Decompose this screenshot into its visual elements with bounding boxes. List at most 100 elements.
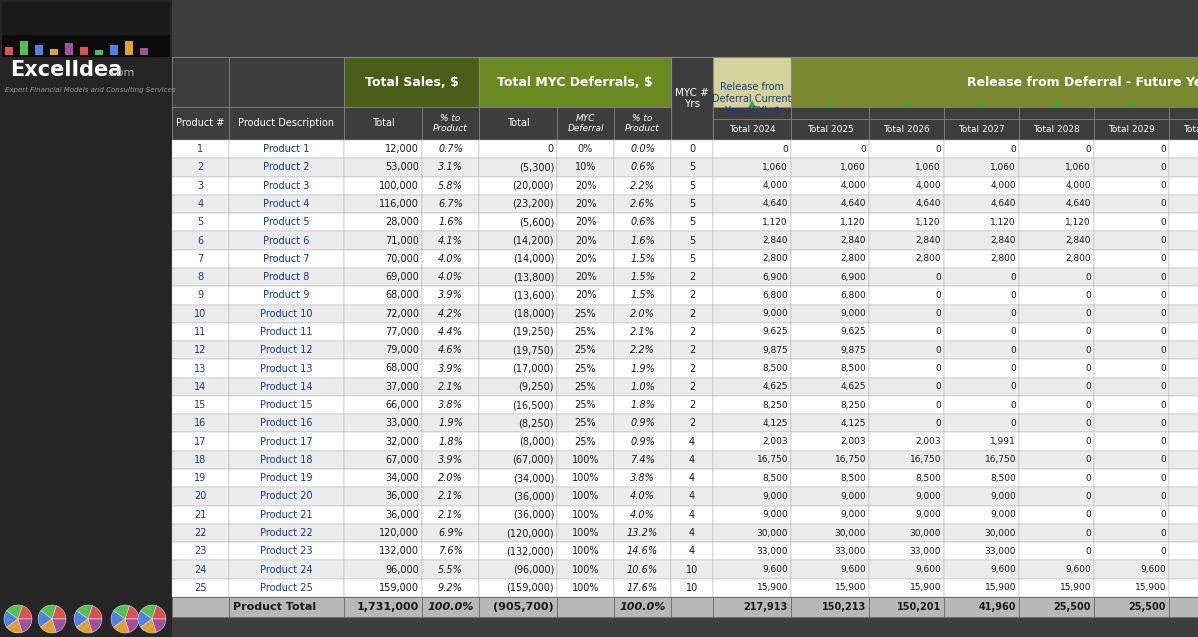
Bar (1019, 286, 1094, 304)
Text: 2: 2 (689, 382, 695, 392)
Text: 20%: 20% (575, 290, 597, 301)
Bar (479, 286, 557, 304)
Text: 0: 0 (936, 419, 940, 428)
Bar (615, 250, 671, 268)
Bar (557, 396, 615, 414)
Bar (479, 158, 557, 176)
Text: 4: 4 (198, 199, 204, 209)
Bar (1019, 396, 1094, 414)
Text: 5: 5 (689, 254, 695, 264)
Bar (344, 487, 422, 506)
Text: 15,900: 15,900 (909, 583, 940, 592)
Bar (671, 304, 713, 323)
Text: 9,000: 9,000 (762, 510, 788, 519)
Bar (422, 579, 479, 597)
Text: 217,913: 217,913 (744, 602, 788, 612)
Text: 0: 0 (1160, 382, 1166, 391)
Bar (791, 597, 869, 617)
Bar (344, 433, 422, 451)
Bar (173, 506, 229, 524)
Text: 4: 4 (689, 547, 695, 556)
Text: 2,003: 2,003 (840, 437, 866, 446)
Text: 8,250: 8,250 (840, 401, 866, 410)
Text: 1,120: 1,120 (915, 218, 940, 227)
Bar (1169, 414, 1198, 433)
Bar (615, 396, 671, 414)
Text: 15: 15 (194, 400, 207, 410)
Text: 4.0%: 4.0% (438, 254, 462, 264)
Bar (1169, 268, 1198, 286)
Bar (791, 524, 869, 542)
Text: 1.5%: 1.5% (630, 272, 655, 282)
Bar (1169, 140, 1198, 158)
Bar (173, 597, 229, 617)
Bar (713, 561, 791, 579)
Text: 15,900: 15,900 (985, 583, 1016, 592)
Text: 4,640: 4,640 (841, 199, 866, 208)
Bar (791, 396, 869, 414)
Text: 0: 0 (1160, 419, 1166, 428)
Text: 16,750: 16,750 (835, 455, 866, 464)
Text: Product 8: Product 8 (264, 272, 310, 282)
Bar (671, 414, 713, 433)
Text: 0: 0 (1085, 309, 1091, 318)
Bar (422, 487, 479, 506)
Bar (944, 542, 1019, 561)
Text: 2,800: 2,800 (762, 254, 788, 263)
Bar (1094, 119, 1169, 140)
Bar (869, 176, 944, 195)
Bar (173, 195, 229, 213)
Bar (173, 176, 229, 195)
Text: Total 2024: Total 2024 (728, 125, 775, 134)
Polygon shape (74, 611, 87, 627)
Bar (791, 268, 869, 286)
Text: 3.9%: 3.9% (438, 290, 462, 301)
Bar (229, 579, 344, 597)
Bar (671, 158, 713, 176)
Bar (1169, 506, 1198, 524)
Text: 2.1%: 2.1% (438, 510, 462, 520)
Text: Product 10: Product 10 (260, 309, 313, 318)
Text: 0: 0 (1085, 346, 1091, 355)
Text: 30,000: 30,000 (985, 529, 1016, 538)
Bar (229, 57, 344, 107)
Bar (422, 176, 479, 195)
Text: 0: 0 (1160, 455, 1166, 464)
Text: 6,800: 6,800 (762, 291, 788, 300)
Bar (944, 176, 1019, 195)
Text: 2.1%: 2.1% (438, 382, 462, 392)
Text: 2.1%: 2.1% (438, 492, 462, 501)
Text: 12,000: 12,000 (385, 144, 419, 154)
Text: 0: 0 (936, 382, 940, 391)
Text: 96,000: 96,000 (386, 564, 419, 575)
Text: (159,000): (159,000) (507, 583, 553, 593)
Text: 4: 4 (689, 510, 695, 520)
Text: 17.6%: 17.6% (627, 583, 658, 593)
Text: 6.7%: 6.7% (438, 199, 462, 209)
Text: 0: 0 (1085, 510, 1091, 519)
Bar (713, 195, 791, 213)
Text: 53,000: 53,000 (385, 162, 419, 173)
Text: Product Total: Product Total (232, 602, 316, 612)
Text: 10: 10 (194, 309, 206, 318)
Polygon shape (114, 619, 129, 633)
Text: 0: 0 (936, 291, 940, 300)
Text: 25%: 25% (575, 436, 597, 447)
Text: Total 2025: Total 2025 (806, 125, 853, 134)
Bar (229, 414, 344, 433)
Text: Total 2027: Total 2027 (958, 125, 1005, 134)
Bar (1169, 433, 1198, 451)
Bar (173, 268, 229, 286)
Bar (422, 396, 479, 414)
Text: 9,000: 9,000 (915, 510, 940, 519)
Bar (557, 286, 615, 304)
Bar (344, 341, 422, 359)
Text: 25%: 25% (575, 364, 597, 373)
Bar (229, 524, 344, 542)
Bar (1094, 176, 1169, 195)
Bar (1169, 597, 1198, 617)
Bar (671, 286, 713, 304)
Polygon shape (1126, 100, 1137, 110)
Bar (1019, 140, 1094, 158)
Bar (479, 506, 557, 524)
